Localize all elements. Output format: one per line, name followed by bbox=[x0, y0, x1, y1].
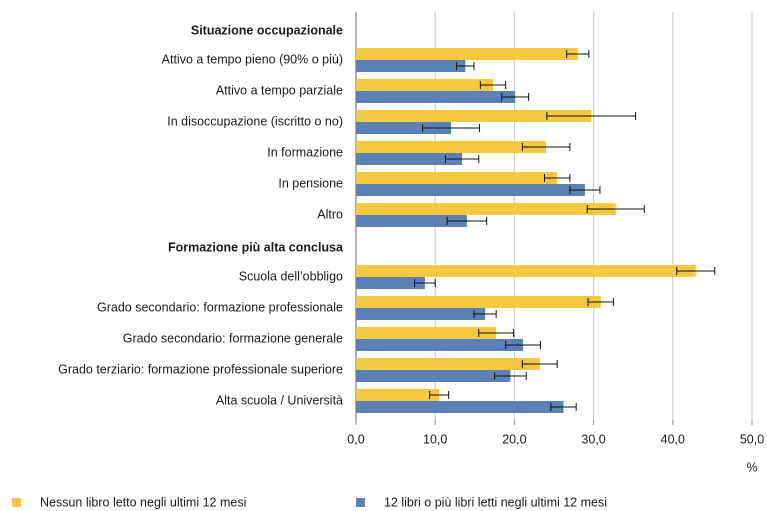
bar bbox=[356, 184, 585, 196]
y-tick-label: Grado secondario: formazione professiona… bbox=[97, 300, 343, 314]
x-tick-label: 50,0 bbox=[740, 432, 764, 446]
error-bar bbox=[414, 279, 436, 287]
legend-label: Nessun libro letto negli ultimi 12 mesi bbox=[40, 495, 246, 509]
error-bar bbox=[546, 112, 637, 120]
y-tick-label: Altro bbox=[317, 207, 343, 221]
error-bar bbox=[543, 174, 571, 182]
bar bbox=[356, 153, 463, 165]
y-tick-label: Grado terziario: formazione professional… bbox=[58, 362, 343, 376]
bar bbox=[356, 265, 696, 277]
error-bar bbox=[550, 403, 577, 411]
bar bbox=[356, 339, 524, 351]
bar bbox=[356, 79, 494, 91]
bar bbox=[356, 358, 540, 370]
bar bbox=[356, 296, 601, 308]
bar bbox=[356, 370, 511, 382]
error-bar bbox=[521, 143, 571, 151]
legend-swatch bbox=[356, 498, 365, 507]
x-tick-label: 0,0 bbox=[347, 432, 364, 446]
error-bar bbox=[505, 341, 542, 349]
bar bbox=[356, 110, 592, 122]
y-tick-label: In disoccupazione (iscritto o no) bbox=[167, 114, 343, 128]
bar bbox=[356, 203, 616, 215]
error-bar bbox=[422, 124, 481, 132]
bar bbox=[356, 141, 547, 153]
error-bar bbox=[479, 81, 507, 89]
x-tick-label: 40,0 bbox=[661, 432, 685, 446]
bar bbox=[356, 91, 516, 103]
bar bbox=[356, 122, 452, 134]
error-bar bbox=[473, 310, 497, 318]
bar bbox=[356, 401, 564, 413]
error-bar bbox=[429, 391, 450, 399]
y-tick-label: In pensione bbox=[278, 176, 343, 190]
error-bar bbox=[566, 50, 590, 58]
bar bbox=[356, 327, 497, 339]
x-tick-label: 20,0 bbox=[502, 432, 526, 446]
error-bar bbox=[676, 267, 716, 275]
error-bar bbox=[569, 186, 601, 194]
y-tick-label: Alta scuola / Università bbox=[216, 393, 343, 407]
y-tick-label: Attivo a tempo parziale bbox=[216, 83, 343, 97]
x-tick-label: 30,0 bbox=[581, 432, 605, 446]
bar bbox=[356, 215, 467, 227]
bar bbox=[356, 172, 558, 184]
bar bbox=[356, 308, 486, 320]
group-header: Formazione più alta conclusa bbox=[168, 240, 344, 254]
y-tick-label: Grado secondario: formazione generale bbox=[123, 331, 343, 345]
error-bar bbox=[494, 372, 527, 380]
error-bar bbox=[456, 62, 475, 70]
y-tick-label: Scuola dell’obbligo bbox=[239, 269, 343, 283]
legend-swatch bbox=[12, 498, 21, 507]
error-bar bbox=[521, 360, 558, 368]
error-bar bbox=[444, 155, 480, 163]
bar bbox=[356, 389, 440, 401]
y-tick-label: Attivo a tempo pieno (90% o più) bbox=[162, 52, 343, 66]
error-bar bbox=[478, 329, 515, 337]
error-bar bbox=[586, 205, 645, 213]
error-bar bbox=[501, 93, 530, 101]
bar bbox=[356, 277, 425, 289]
y-tick-label: In formazione bbox=[267, 145, 343, 159]
error-bar bbox=[446, 217, 488, 225]
bar bbox=[356, 48, 578, 60]
error-bar bbox=[587, 298, 614, 306]
group-header: Situazione occupazionale bbox=[191, 23, 343, 37]
x-axis-label: % bbox=[746, 460, 757, 474]
legend-label: 12 libri o più libri letti negli ultimi … bbox=[384, 495, 607, 509]
x-tick-label: 10,0 bbox=[423, 432, 447, 446]
bar bbox=[356, 60, 466, 72]
